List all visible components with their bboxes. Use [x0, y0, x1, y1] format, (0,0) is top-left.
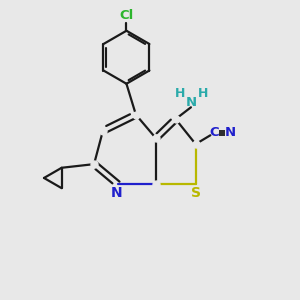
Text: C: C	[209, 126, 219, 140]
Text: H: H	[175, 87, 185, 100]
Text: N: N	[225, 126, 236, 140]
Text: S: S	[191, 186, 201, 200]
Text: Cl: Cl	[119, 9, 134, 22]
Text: H: H	[198, 87, 208, 100]
Text: N: N	[110, 186, 122, 200]
Text: N: N	[186, 95, 197, 109]
